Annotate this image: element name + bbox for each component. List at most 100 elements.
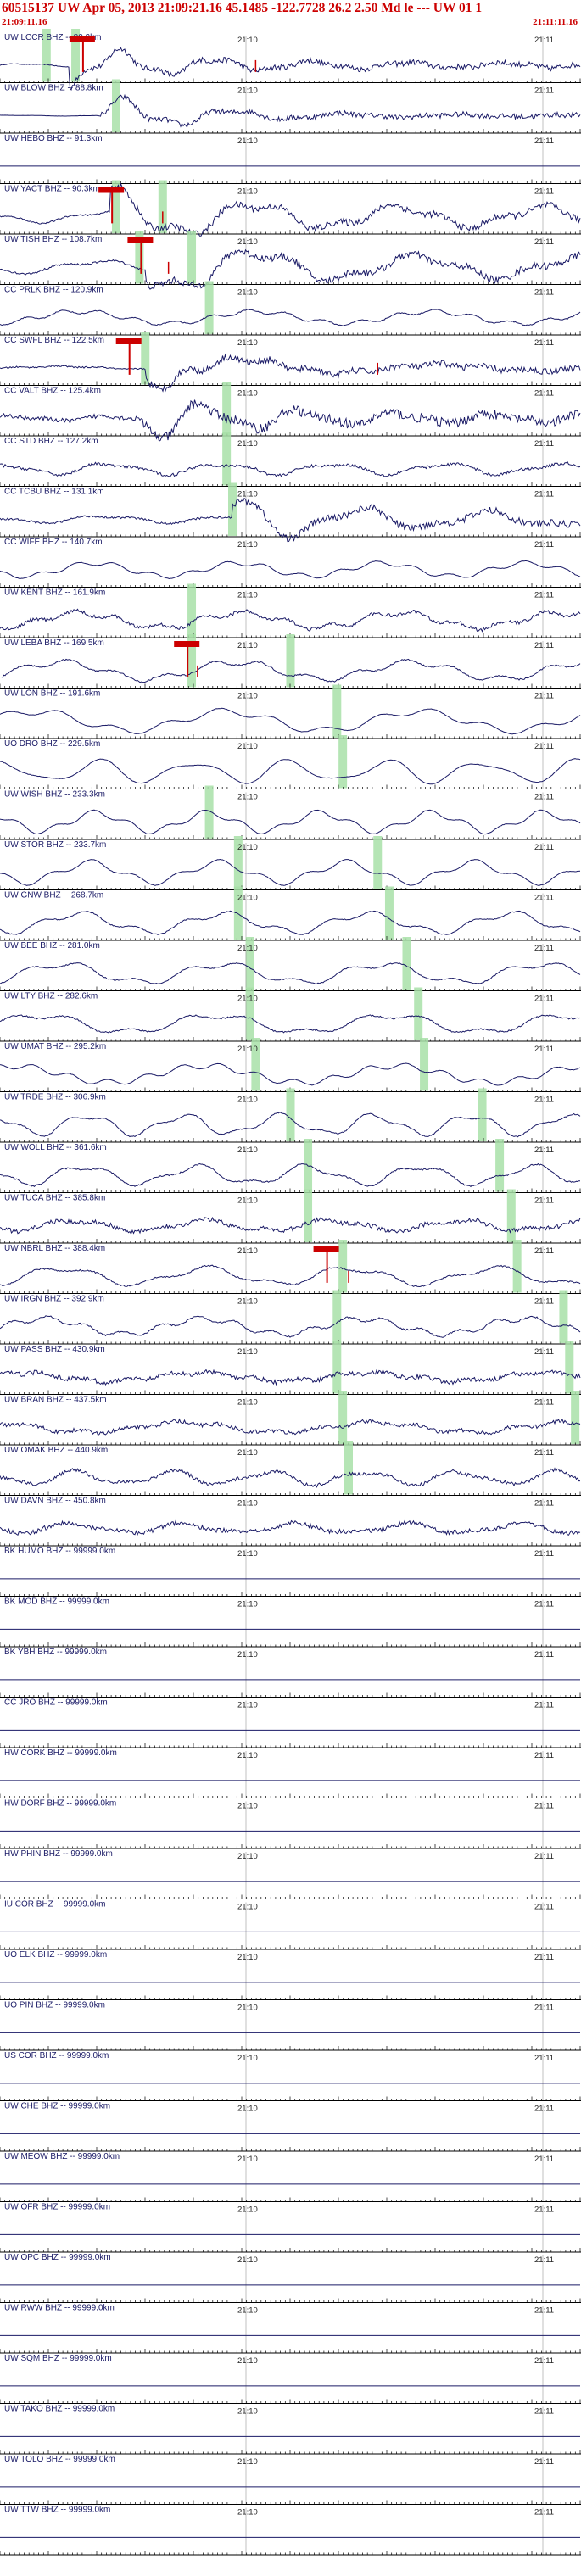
phase-band [512,1240,522,1293]
axis-ticks [0,1844,581,1848]
waveform [0,1014,581,1034]
time-label-right: 21:11 [534,1146,554,1155]
waveform [0,858,581,886]
waveform [0,353,581,393]
time-label-right: 21:11 [534,2155,554,2164]
time-label-mid: 21:10 [237,995,258,1004]
axis-ticks [0,432,581,436]
axis-ticks [0,1390,581,1395]
waveform [0,1062,581,1086]
waveform [0,47,581,91]
time-label-right: 21:11 [534,742,554,751]
axis-ticks [0,1743,581,1748]
station-label: IU COR BHZ -- 99999.0km [4,1900,105,1910]
time-label-right: 21:11 [534,1600,554,1609]
waveform [0,560,581,580]
time-label-mid: 21:10 [237,2255,258,2265]
time-label-mid: 21:10 [237,1751,258,1760]
time-label-mid: 21:10 [237,843,258,852]
phase-band [42,29,51,82]
station-label: UW MEOW BHZ -- 99999.0km [4,2152,120,2161]
axis-ticks [0,1340,581,1344]
axis-ticks [0,1793,581,1798]
station-label: UW TTW BHZ -- 99999.0km [4,2506,110,2515]
axis-ticks [0,2399,581,2404]
time-label-right: 21:11 [534,2508,554,2517]
station-label: CC VALT BHZ -- 125.4km [4,387,101,396]
station-label: UW STOR BHZ -- 233.7km [4,840,106,850]
station-label: BK HUMO BHZ -- 99999.0km [4,1547,115,1556]
waveform [0,182,581,237]
time-label-right: 21:11 [534,288,554,298]
axis-ticks [0,885,581,890]
time-label-mid: 21:10 [237,1701,258,1710]
axis-ticks [0,1995,581,2000]
time-label-right: 21:11 [534,1903,554,1912]
time-label-mid: 21:10 [237,1903,258,1912]
time-label-mid: 21:10 [237,1852,258,1861]
axis-ticks [0,1542,581,1546]
phase-band [338,735,348,789]
time-label-mid: 21:10 [237,1096,258,1105]
phase-band [506,1189,516,1242]
axis-ticks [0,1642,581,1647]
axis-ticks [0,1188,581,1193]
time-label-right: 21:11 [534,237,554,247]
time-label-mid: 21:10 [237,1347,258,1357]
phase-band [402,937,411,990]
station-label: BK YBH BHZ -- 99999.0km [4,1648,107,1657]
time-label-right: 21:11 [534,843,554,852]
time-label-right: 21:11 [534,2457,554,2467]
time-label-right: 21:11 [534,1852,554,1861]
axis-ticks [0,2298,581,2303]
time-label-mid: 21:10 [237,439,258,449]
station-label: HW DORF BHZ -- 99999.0km [4,1799,116,1809]
axis-ticks [0,734,581,739]
phase-band [332,1290,342,1343]
waveform [0,1264,581,1288]
waveform [0,1111,581,1138]
pick-marker [98,187,125,193]
waveform [0,497,581,543]
station-label: UW UMAT BHZ -- 295.2km [4,1042,106,1051]
axis-ticks [0,1441,581,1445]
station-label: UW TAKO BHZ -- 99999.0km [4,2405,115,2414]
axis-ticks [0,2096,581,2101]
time-label-right: 21:11 [534,1650,554,1659]
time-label-mid: 21:10 [237,490,258,499]
waveform [0,658,581,683]
time-label-mid: 21:10 [237,1448,258,1458]
station-label: CC SWFL BHZ -- 122.5km [4,336,104,345]
phase-band [187,634,197,688]
phase-band [384,886,394,940]
time-label-right: 21:11 [534,338,554,348]
time-label-right: 21:11 [534,187,554,197]
phase-band [245,937,254,990]
pick-marker [174,641,200,647]
phase-band [286,634,295,688]
event-title: 60515137 UW Apr 05, 2013 21:09:21.16 45.… [2,1,483,15]
phase-band [304,1139,313,1192]
time-label-mid: 21:10 [237,2054,258,2063]
start-time-label: 21:09:11.16 [2,17,47,27]
axis-ticks [0,179,581,184]
time-label-mid: 21:10 [237,137,258,146]
waveform [0,1216,581,1235]
time-label-right: 21:11 [534,1045,554,1054]
waveform [0,399,581,442]
phase-band [420,1038,429,1091]
time-label-right: 21:11 [534,2004,554,2013]
time-label-mid: 21:10 [237,1953,258,1962]
time-label-mid: 21:10 [237,2105,258,2114]
station-label: CC WIFE BHZ -- 140.7km [4,538,103,547]
pick-marker [115,338,142,344]
time-label-mid: 21:10 [237,793,258,802]
station-label: UO DRO BHZ -- 229.5km [4,739,100,749]
time-label-right: 21:11 [534,2255,554,2265]
phase-band [245,987,254,1040]
axis-ticks [0,986,581,991]
waveform [0,1163,580,1188]
station-label: UO ELK BHZ -- 99999.0km [4,1950,107,1960]
phase-band [565,1341,574,1394]
axis-ticks [0,1692,581,1698]
